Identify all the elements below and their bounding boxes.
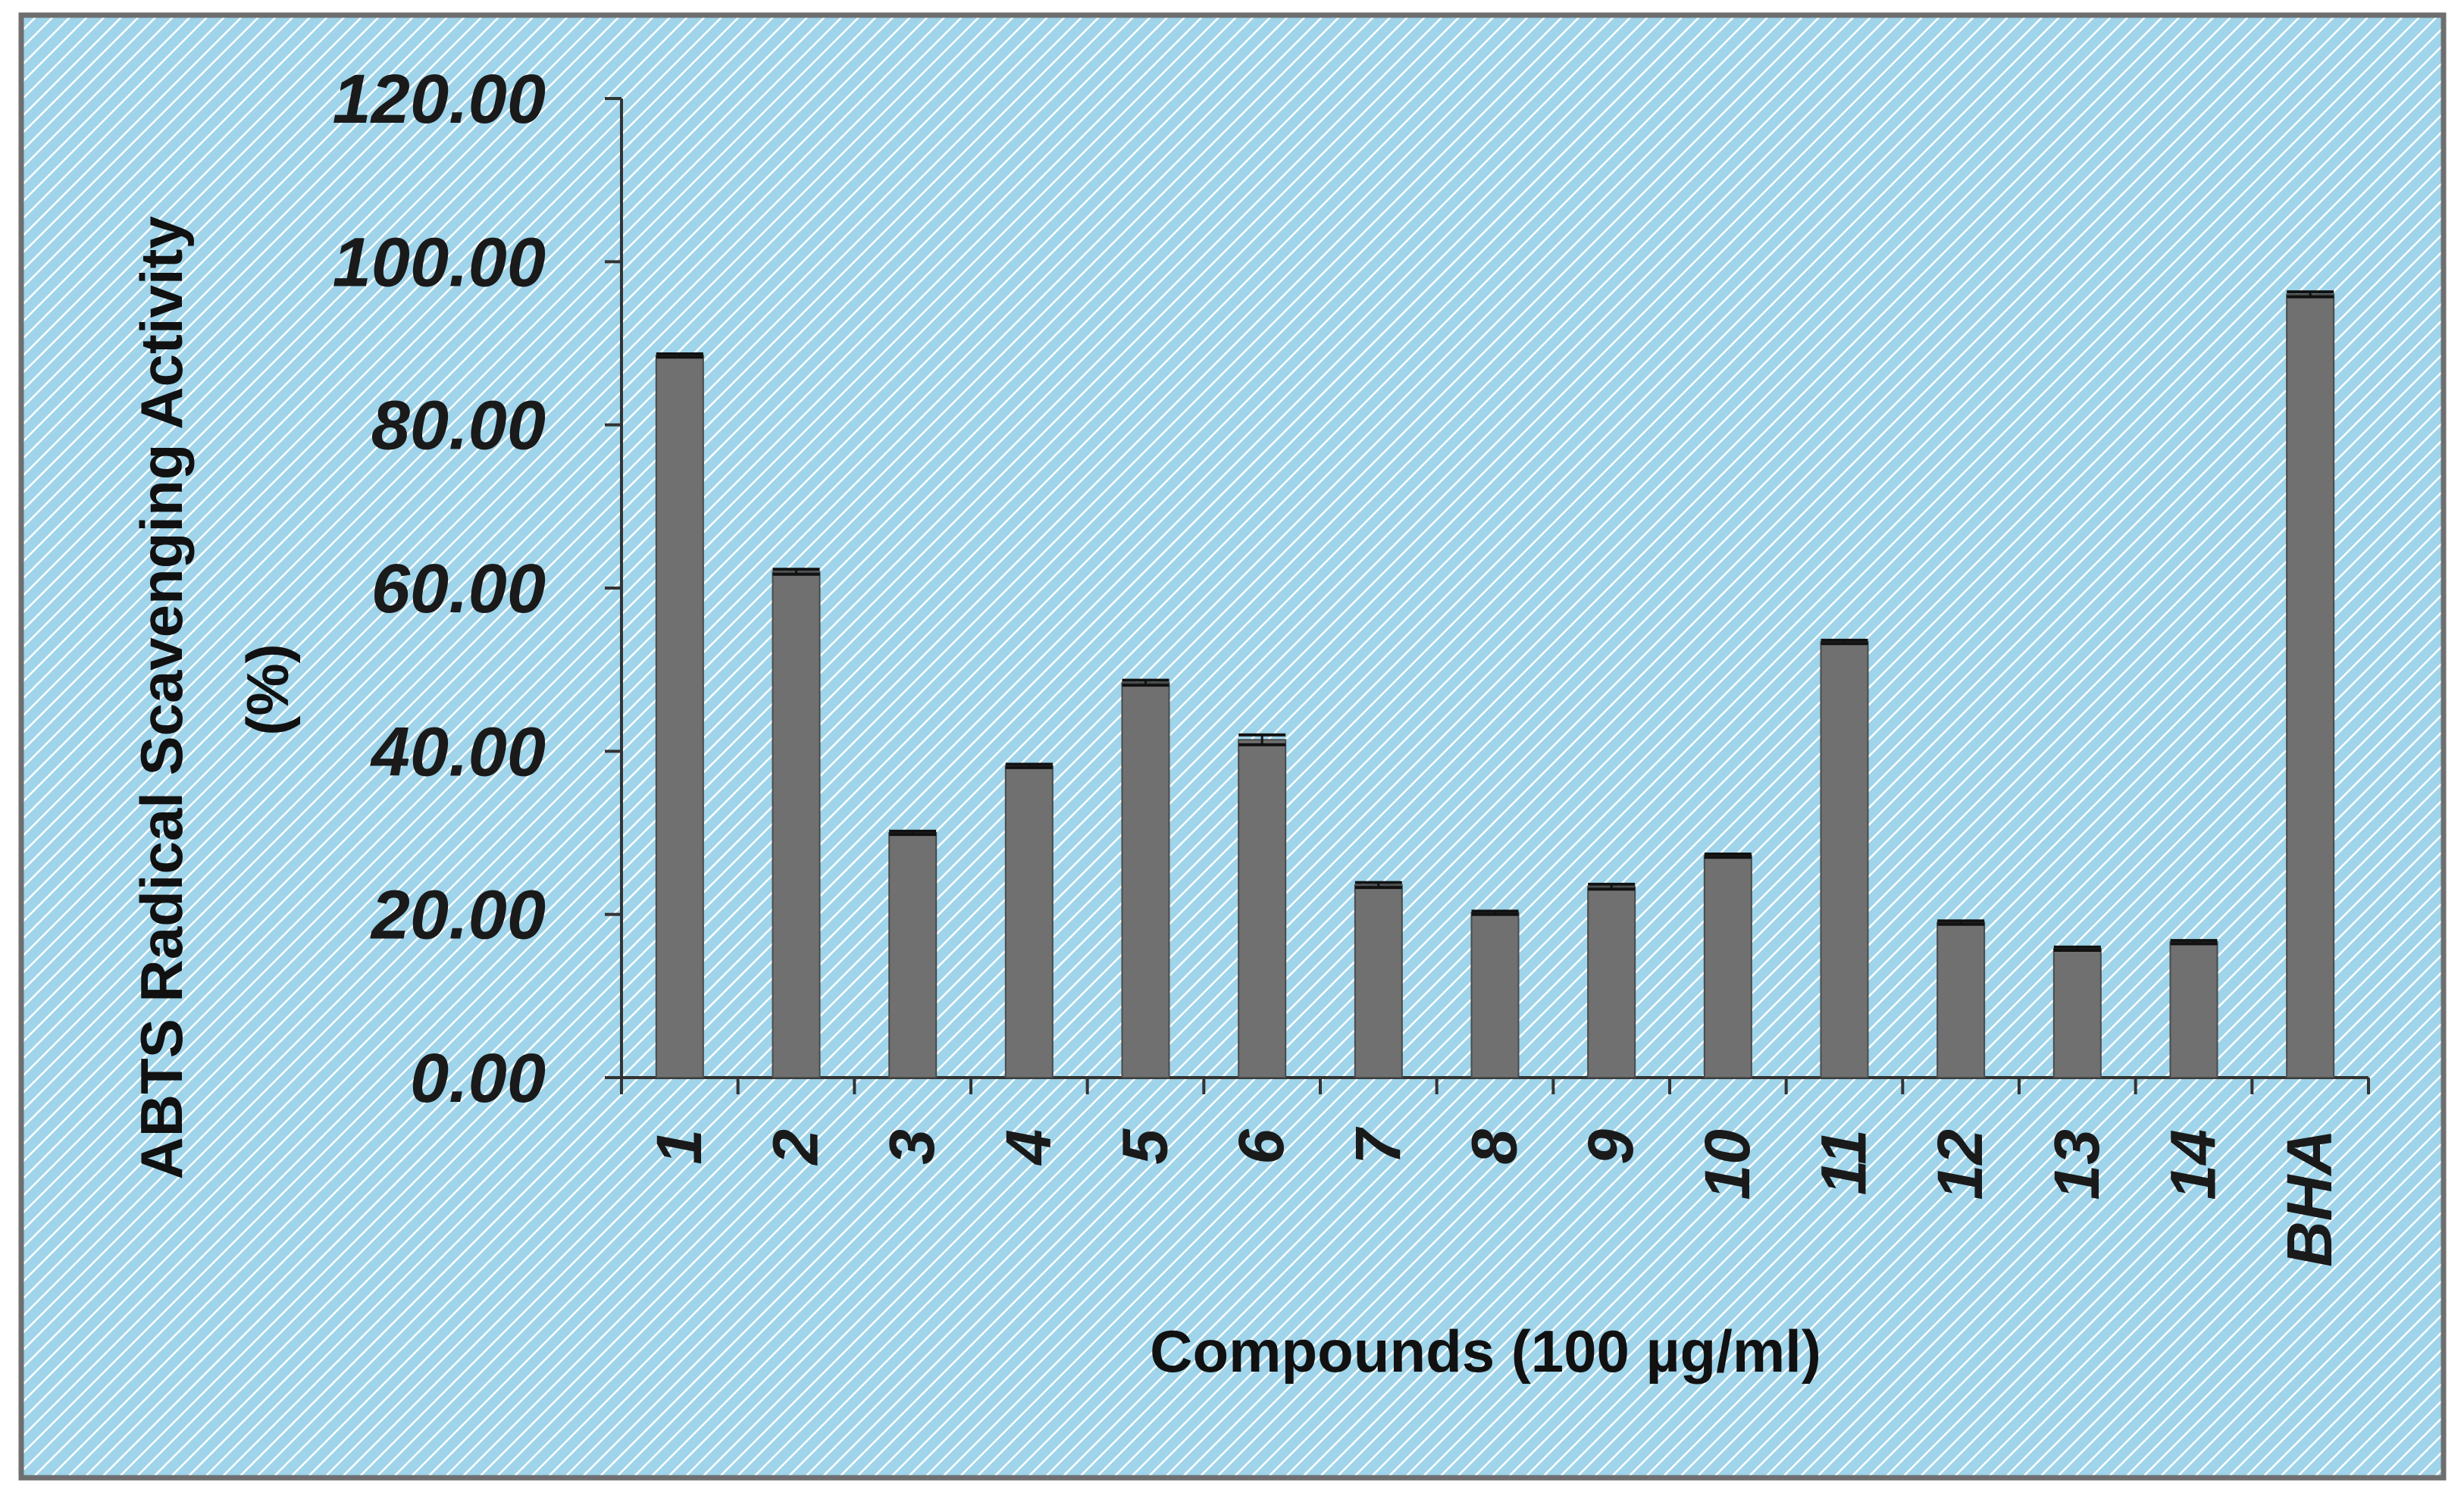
y-tick-label: 100.00	[333, 224, 546, 301]
y-tick-label: 0.00	[410, 1040, 546, 1117]
chart-background	[18, 12, 2447, 1481]
bar	[2052, 947, 2102, 1079]
x-category-label: 4	[993, 1129, 1064, 1166]
bar	[1004, 765, 1054, 1078]
bar	[1587, 886, 1636, 1079]
bar	[1703, 855, 1752, 1078]
x-category-label: 13	[2041, 1129, 2112, 1200]
bar	[1238, 739, 1287, 1078]
bar	[655, 355, 704, 1078]
x-category-label: 1	[643, 1129, 715, 1165]
bar	[1121, 681, 1170, 1078]
bar	[1354, 884, 1403, 1078]
y-axis-title: ABTS Radical Scavenging Activity (%)	[128, 199, 301, 1179]
y-tick-label: 20.00	[370, 877, 546, 954]
x-category-label: 10	[1692, 1129, 1763, 1200]
x-category-label: 6	[1226, 1128, 1297, 1165]
y-tick-label: 40.00	[370, 713, 546, 790]
x-category-label: 8	[1459, 1129, 1530, 1165]
x-category-label: 14	[2158, 1129, 2229, 1200]
bar	[772, 571, 821, 1078]
x-category-label: 5	[1110, 1128, 1181, 1165]
bar	[1470, 912, 1520, 1078]
y-tick-label: 120.00	[333, 61, 546, 138]
x-category-label: BHA	[2274, 1129, 2345, 1267]
x-category-label: 9	[1575, 1129, 1646, 1165]
y-axis-title-line2: (%)	[234, 643, 301, 735]
bar	[1936, 922, 1986, 1079]
x-category-label: 2	[760, 1129, 831, 1166]
bar	[1820, 641, 1869, 1078]
x-axis-title: Compounds (100 µg/ml)	[1150, 1318, 1821, 1385]
x-category-label: 7	[1342, 1127, 1414, 1165]
x-category-label: 12	[1924, 1129, 1996, 1200]
y-tick-label: 60.00	[371, 550, 546, 627]
x-category-label: 3	[876, 1129, 947, 1165]
bar	[888, 832, 938, 1078]
bar	[2169, 941, 2218, 1078]
y-axis-title-line1: ABTS Radical Scavenging Activity	[128, 216, 195, 1179]
bar	[2286, 293, 2335, 1078]
x-category-label: 11	[1808, 1129, 1880, 1195]
y-tick-label: 80.00	[371, 387, 546, 465]
